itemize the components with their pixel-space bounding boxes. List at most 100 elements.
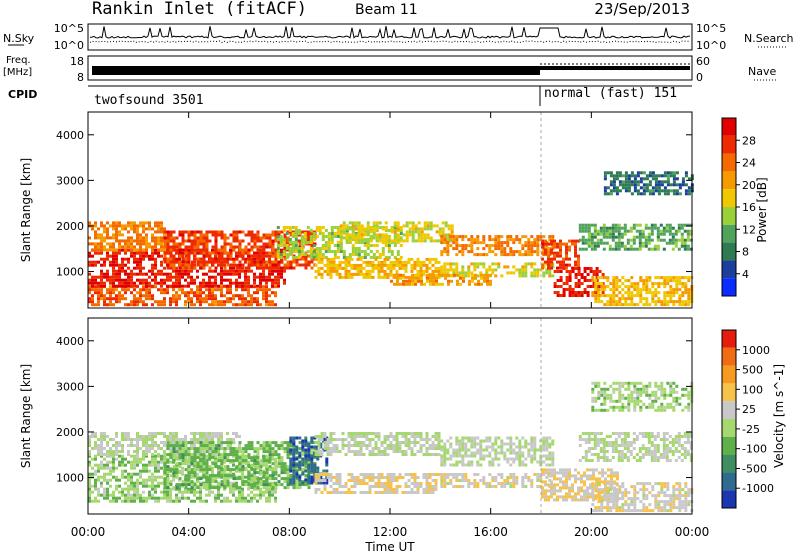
power-cell [327, 244, 331, 247]
power-cell [341, 260, 345, 264]
velocity-cell [332, 447, 336, 450]
power-cell [205, 242, 209, 246]
velocity-cell [142, 454, 145, 458]
power-cell [169, 303, 172, 307]
power-cell [276, 235, 280, 238]
power-cell [671, 241, 675, 245]
power-cell [97, 291, 100, 295]
velocity-cell [166, 453, 170, 457]
power-cell [657, 189, 661, 193]
power-cell [425, 263, 429, 267]
velocity-cell [175, 475, 178, 479]
power-cell [565, 248, 568, 252]
power-cell [262, 251, 265, 255]
power-cell [229, 278, 232, 282]
power-cell [396, 227, 400, 231]
power-cell [178, 233, 182, 237]
power-cell [106, 221, 109, 225]
power-cell [675, 276, 679, 280]
power-cell [551, 274, 555, 278]
power-cell [154, 224, 157, 228]
velocity-cell [103, 463, 106, 467]
velocity-cell [304, 483, 308, 487]
power-cell [297, 256, 301, 259]
power-cell [175, 284, 178, 288]
power-cell [684, 303, 688, 307]
power-cell [100, 263, 103, 267]
power-cell [420, 276, 423, 280]
velocity-cell [154, 478, 157, 482]
velocity-cell [220, 483, 224, 487]
velocity-cell [217, 490, 220, 494]
power-cell [568, 263, 571, 267]
velocity-cell [94, 469, 97, 473]
power-cell [268, 233, 272, 237]
power-cell [443, 271, 447, 275]
power-cell [154, 272, 157, 276]
power-cell [627, 174, 631, 178]
power-cell [280, 257, 283, 261]
power-cell [629, 229, 633, 233]
power-cell [321, 235, 325, 238]
power-cell [678, 288, 682, 292]
power-cell [220, 248, 224, 252]
power-cell [461, 247, 465, 251]
power-cell [553, 285, 557, 288]
noise-sky-trace [89, 26, 691, 39]
power-cell [603, 294, 607, 298]
velocity-cell [304, 465, 308, 469]
velocity-cell [220, 453, 224, 457]
power-cell [527, 244, 531, 248]
velocity-cell [274, 468, 278, 472]
power-cell [124, 251, 127, 255]
power-cell [483, 273, 486, 277]
power-cell [259, 236, 263, 240]
power-cell [617, 226, 621, 230]
velocity-cell [175, 444, 179, 448]
velocity-cell [268, 450, 272, 454]
power-cell [133, 251, 136, 255]
power-cell [127, 245, 130, 249]
velocity-cell [157, 484, 160, 488]
power-cell [428, 266, 432, 270]
velocity-cell [353, 432, 357, 435]
power-cell [432, 224, 436, 228]
velocity-cell [241, 480, 245, 484]
power-cell [666, 171, 670, 175]
power-cell [274, 260, 278, 264]
power-cell [446, 253, 450, 257]
power-cell [94, 242, 97, 246]
power-cell [627, 186, 631, 190]
power-cell [187, 294, 190, 298]
velocity-cell [226, 474, 230, 478]
velocity-cell [169, 468, 173, 472]
power-cell [127, 303, 130, 307]
power-cell [312, 253, 316, 256]
velocity-cell [121, 463, 124, 467]
power-cell [142, 278, 145, 282]
power-cell [259, 281, 262, 285]
power-cell [139, 254, 142, 258]
power-cell [193, 242, 197, 246]
velocity-cell [178, 484, 181, 488]
power-cell [617, 232, 621, 236]
power-cell [614, 247, 618, 251]
power-cell [603, 189, 607, 193]
power-cell [360, 233, 364, 237]
velocity-cell [169, 480, 173, 484]
power-cell [398, 257, 402, 261]
power-cell [163, 251, 167, 255]
power-cell [297, 229, 301, 232]
power-cell [357, 236, 361, 240]
power-cell [109, 288, 112, 292]
power-cell [681, 180, 685, 184]
power-cell [241, 257, 245, 261]
velocity-cell [253, 462, 257, 466]
power-cell [612, 303, 616, 307]
power-cell [223, 248, 227, 252]
power-cell [142, 294, 145, 298]
velocity-cell [307, 481, 311, 485]
power-cell [94, 224, 97, 228]
power-cell [375, 239, 379, 243]
power-cell [124, 242, 127, 246]
